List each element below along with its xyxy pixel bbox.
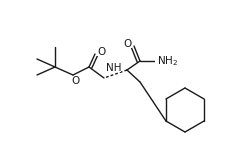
Bar [96, 48, 106, 56]
Text: O: O [97, 47, 105, 57]
Bar [107, 64, 121, 72]
Bar [122, 40, 132, 48]
Text: O: O [71, 76, 79, 86]
Bar [155, 56, 179, 66]
Text: O: O [123, 39, 131, 49]
Text: NH: NH [106, 63, 121, 73]
Text: NH$_2$: NH$_2$ [157, 54, 178, 68]
Bar [70, 77, 80, 85]
